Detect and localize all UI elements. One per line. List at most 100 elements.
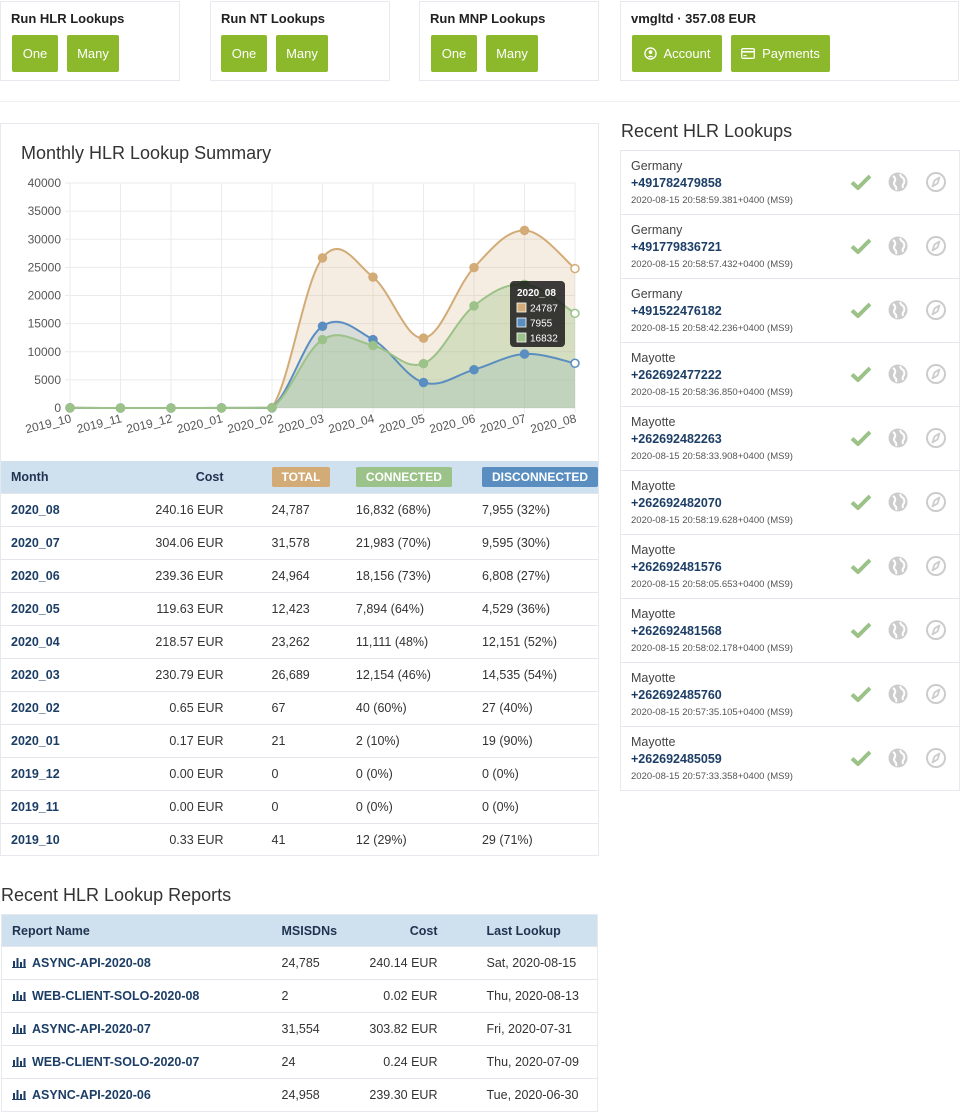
- month-cell[interactable]: 2020_05: [1, 591, 84, 625]
- total-cell: 0: [271, 789, 356, 823]
- lookup-timestamp: 2020-08-15 20:58:33.908+0400 (MS9): [631, 451, 793, 462]
- report-name-link[interactable]: ASYNC-API-2020-07: [1, 1012, 272, 1046]
- lookup-number-link[interactable]: +491522476182: [631, 304, 722, 318]
- month-cell[interactable]: 2020_08: [1, 492, 84, 526]
- globe-icon[interactable]: [887, 171, 909, 198]
- divider: [0, 101, 960, 102]
- data-point: [418, 358, 429, 369]
- user-circle-icon: [643, 47, 657, 60]
- lookup-number-link[interactable]: +491779836721: [631, 240, 722, 254]
- data-point: [317, 253, 328, 263]
- recent-lookups-card: Germany +491782479858 2020-08-15 20:58:59.…: [620, 150, 960, 791]
- lookup-number-link[interactable]: +262692477222: [631, 368, 722, 382]
- summary-chart: 0 5000 10000 15000 20000 25000 30000 35000 40000…: [24, 176, 580, 436]
- compass-icon[interactable]: [925, 427, 947, 454]
- month-cell[interactable]: 2020_01: [1, 723, 84, 757]
- lookup-number-link[interactable]: +262692481576: [631, 560, 722, 574]
- chart-grid: [65, 182, 576, 413]
- x-tick-label: 2020_07: [479, 411, 528, 436]
- compass-icon[interactable]: [925, 619, 947, 646]
- lookup-item: Mayotte +262692482070 2020-08-15 20:58:19.…: [621, 470, 959, 534]
- compass-icon[interactable]: [925, 555, 947, 582]
- month-cell[interactable]: 2019_10: [1, 822, 84, 856]
- report-cost-cell: 0.02 EUR: [349, 979, 438, 1013]
- lookup-number-link[interactable]: +262692485059: [631, 752, 722, 766]
- last-lookup-cell: Tue, 2020-06-30: [437, 1078, 598, 1112]
- lookup-number-link[interactable]: +262692481568: [631, 624, 722, 638]
- data-point: [570, 358, 580, 369]
- col-last-lookup: Last Lookup: [437, 914, 598, 947]
- data-point: [418, 377, 429, 388]
- payments-button[interactable]: Payments: [731, 35, 830, 72]
- table-row: 2020_01 0.17 EUR 21 2 (10%) 19 (90%): [1, 723, 598, 757]
- month-cell[interactable]: 2020_03: [1, 657, 84, 691]
- series-area: [70, 230, 575, 408]
- total-cell: 26,689: [271, 657, 356, 691]
- month-cell[interactable]: 2020_06: [1, 558, 84, 592]
- globe-icon[interactable]: [887, 683, 909, 710]
- month-cell[interactable]: 2020_04: [1, 624, 84, 658]
- disconnected-cell: 9,595 (30%): [481, 525, 598, 559]
- report-cost-cell: 303.82 EUR: [349, 1012, 438, 1046]
- cost-cell: 0.00 EUR: [83, 789, 272, 823]
- tooltip-value: 24787: [530, 304, 558, 315]
- bar-chart-icon: [12, 1089, 26, 1103]
- data-point: [469, 364, 479, 375]
- total-cell: 41: [271, 822, 356, 856]
- report-name-link[interactable]: ASYNC-API-2020-06: [1, 1078, 272, 1112]
- globe-icon[interactable]: [887, 299, 909, 326]
- compass-icon[interactable]: [925, 491, 947, 518]
- cost-cell: 119.63 EUR: [83, 591, 272, 625]
- cost-cell: 0.33 EUR: [83, 822, 272, 856]
- lookup-item: Mayotte +262692481576 2020-08-15 20:58:05.…: [621, 534, 959, 598]
- credit-card-icon: [741, 48, 756, 59]
- run-mnp-card: Run MNP Lookups One Many: [419, 1, 599, 81]
- report-name-link[interactable]: WEB-CLIENT-SOLO-2020-08: [1, 979, 272, 1013]
- lookup-number-link[interactable]: +262692485760: [631, 688, 722, 702]
- lookup-item: Germany +491779836721 2020-08-15 20:58:57.…: [621, 214, 959, 278]
- compass-icon[interactable]: [925, 747, 947, 774]
- globe-icon[interactable]: [887, 363, 909, 390]
- compass-icon[interactable]: [925, 235, 947, 262]
- lookup-number-link[interactable]: +491782479858: [631, 176, 722, 190]
- payments-button-label: Payments: [762, 46, 820, 61]
- globe-icon[interactable]: [887, 235, 909, 262]
- month-cell[interactable]: 2020_07: [1, 525, 84, 559]
- col-report-name: Report Name: [1, 914, 272, 947]
- globe-icon[interactable]: [887, 427, 909, 454]
- compass-icon[interactable]: [925, 683, 947, 710]
- compass-icon[interactable]: [925, 363, 947, 390]
- run-mnp-one-button[interactable]: One: [431, 35, 477, 72]
- lookup-number-link[interactable]: +262692482070: [631, 496, 722, 510]
- globe-icon[interactable]: [887, 555, 909, 582]
- col-report-cost: Cost: [349, 914, 438, 947]
- month-cell[interactable]: 2019_12: [1, 756, 84, 790]
- y-tick-label: 40000: [28, 176, 62, 190]
- lookup-number-link[interactable]: +262692482263: [631, 432, 722, 446]
- run-mnp-many-button[interactable]: Many: [486, 35, 538, 72]
- last-lookup-cell: Thu, 2020-08-13: [437, 979, 598, 1013]
- disconnected-cell: 19 (90%): [481, 723, 598, 757]
- y-tick-label: 15000: [28, 317, 62, 331]
- compass-icon[interactable]: [925, 299, 947, 326]
- total-cell: 0: [271, 756, 356, 790]
- globe-icon[interactable]: [887, 491, 909, 518]
- report-name-link[interactable]: WEB-CLIENT-SOLO-2020-07: [1, 1045, 272, 1079]
- run-nt-many-button[interactable]: Many: [276, 35, 328, 72]
- globe-icon[interactable]: [887, 619, 909, 646]
- month-cell[interactable]: 2019_11: [1, 789, 84, 823]
- run-hlr-many-button[interactable]: Many: [67, 35, 119, 72]
- account-button[interactable]: Account: [632, 35, 722, 72]
- x-tick-label: 2019_12: [125, 411, 174, 436]
- tooltip-swatch: [516, 332, 527, 343]
- chart-tooltip: 2020_08 24787 7955 16832: [510, 281, 565, 347]
- compass-icon[interactable]: [925, 171, 947, 198]
- globe-icon[interactable]: [887, 747, 909, 774]
- run-hlr-one-button[interactable]: One: [12, 35, 58, 72]
- report-name-link[interactable]: ASYNC-API-2020-08: [1, 946, 272, 980]
- run-nt-one-button[interactable]: One: [221, 35, 267, 72]
- tooltip-title: 2020_08: [517, 288, 556, 299]
- data-point: [317, 334, 328, 345]
- month-cell[interactable]: 2020_02: [1, 690, 84, 724]
- x-tick-label: 2020_06: [428, 411, 477, 436]
